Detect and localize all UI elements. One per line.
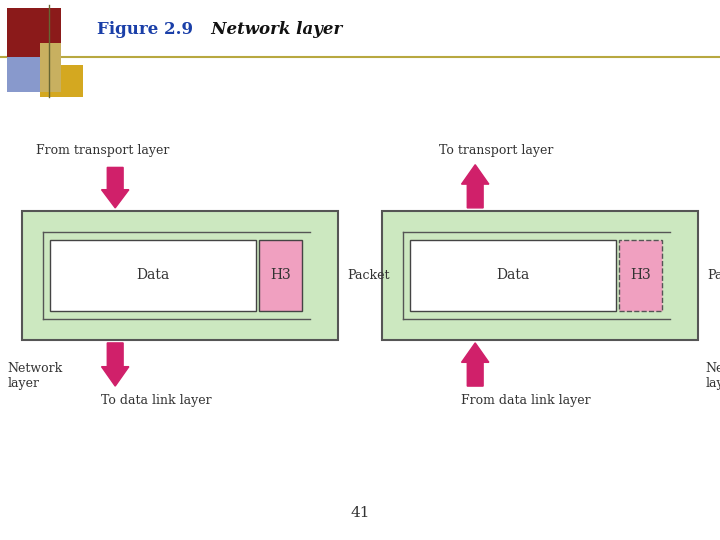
Text: Data: Data <box>496 268 530 282</box>
Bar <box>50 240 256 310</box>
Bar <box>40 43 61 92</box>
FancyArrow shape <box>462 343 489 386</box>
Text: Network layer: Network layer <box>194 21 343 38</box>
Text: Packet: Packet <box>347 269 390 282</box>
Text: From data link layer: From data link layer <box>461 394 590 407</box>
Bar <box>410 240 616 310</box>
Text: Packet: Packet <box>707 269 720 282</box>
Text: Network
layer: Network layer <box>7 362 63 390</box>
Bar <box>40 65 83 97</box>
Text: Figure 2.9: Figure 2.9 <box>97 21 193 38</box>
Text: Data: Data <box>136 268 170 282</box>
Text: H3: H3 <box>631 268 651 282</box>
FancyArrow shape <box>462 165 489 208</box>
Bar <box>619 240 662 310</box>
Text: 41: 41 <box>350 506 370 520</box>
Text: Network
layer: Network layer <box>706 362 720 390</box>
Bar <box>7 51 54 92</box>
Bar <box>382 211 698 340</box>
Text: To transport layer: To transport layer <box>439 144 554 157</box>
FancyArrow shape <box>102 167 129 208</box>
Text: From transport layer: From transport layer <box>36 144 169 157</box>
Bar <box>7 8 61 57</box>
Text: H3: H3 <box>271 268 291 282</box>
Text: To data link layer: To data link layer <box>101 394 212 407</box>
Bar <box>22 211 338 340</box>
FancyArrow shape <box>102 343 129 386</box>
Bar <box>259 240 302 310</box>
